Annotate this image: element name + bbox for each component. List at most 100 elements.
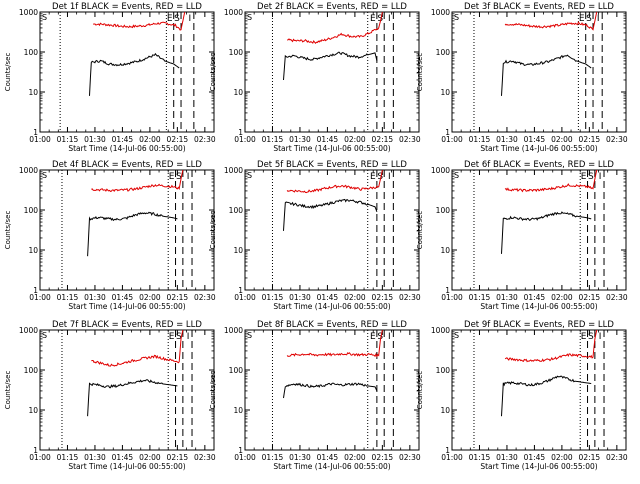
x-tick-label: 02:15 <box>372 293 394 302</box>
y-tick-label: 1000 <box>224 326 243 335</box>
x-tick-label: 02:30 <box>194 135 216 144</box>
y-tick-label: 1000 <box>431 326 450 335</box>
y-tick-label: 100 <box>229 366 244 375</box>
x-tick-label: 01:45 <box>524 453 546 462</box>
x-tick-label: 02:15 <box>167 453 189 462</box>
x-tick-label: 02:00 <box>139 453 161 462</box>
lld-series-line <box>504 329 598 363</box>
marker-i: I <box>187 332 190 342</box>
marker-e: E <box>579 14 585 24</box>
lld-series-line <box>287 11 383 44</box>
plot-frame <box>39 11 215 133</box>
corner-marker: S <box>454 331 459 340</box>
x-tick-label: 02:15 <box>372 135 394 144</box>
chart-title: Det 1f BLACK = Events, RED = LLD <box>52 2 202 12</box>
x-tick-label: 02:30 <box>606 293 628 302</box>
x-tick-label: 01:00 <box>234 293 256 302</box>
y-axis-label: Counts/sec <box>4 53 12 92</box>
y-axis-label: Counts/sec <box>209 371 217 410</box>
chart-panel-4: Det 4f BLACK = Events, RED = LLD 1 10 100 10… <box>4 160 216 311</box>
y-tick-label: 10 <box>440 88 450 97</box>
x-axis-label: Start Time (14-Jul-06 00:55:00) <box>273 302 390 311</box>
x-tick-label: 01:15 <box>469 135 491 144</box>
events-series-line <box>89 52 180 96</box>
x-tick-label: 01:15 <box>57 293 79 302</box>
marker-i: I <box>599 172 602 182</box>
x-tick-label: 01:30 <box>496 293 518 302</box>
marker-s: S <box>377 332 383 342</box>
lld-series-line <box>504 169 598 193</box>
lld-series-line <box>286 169 383 194</box>
chart-panel-5: Det 5f BLACK = Events, RED = LLD 1 10 100 10… <box>209 160 421 311</box>
x-tick-label: 01:45 <box>112 135 134 144</box>
x-tick-label: 02:30 <box>606 453 628 462</box>
x-tick-label: 02:15 <box>372 453 394 462</box>
plot-frame <box>451 11 627 133</box>
x-tick-label: 01:45 <box>112 293 134 302</box>
marker-s: S <box>176 172 182 182</box>
x-axis-label: Start Time (14-Jul-06 00:55:00) <box>68 462 185 471</box>
marker-s: S <box>176 332 182 342</box>
marker-i: I <box>597 14 600 24</box>
chart-title: Det 6f BLACK = Events, RED = LLD <box>464 160 614 170</box>
x-axis-label: Start Time (14-Jul-06 00:55:00) <box>480 144 597 153</box>
x-tick-label: 01:30 <box>84 135 106 144</box>
x-tick-label: 01:15 <box>57 135 79 144</box>
chart-panel-9: Det 9f BLACK = Events, RED = LLD 1 10 100 10… <box>416 320 628 471</box>
events-series-line <box>283 198 378 231</box>
marker-s: S <box>588 172 594 182</box>
y-tick-label: 10 <box>440 406 450 415</box>
marker-s: S <box>377 14 383 24</box>
x-tick-label: 02:00 <box>139 135 161 144</box>
x-tick-label: 01:15 <box>469 453 491 462</box>
y-tick-label: 1 <box>238 128 243 137</box>
y-tick-label: 100 <box>229 206 244 215</box>
chart-panel-3: Det 3f BLACK = Events, RED = LLD 1 10 100 10… <box>416 2 628 153</box>
lld-series-line <box>504 11 598 31</box>
marker-e: E <box>169 172 175 182</box>
x-tick-label: 01:30 <box>84 293 106 302</box>
marker-e: E <box>581 332 587 342</box>
y-tick-label: 10 <box>233 246 243 255</box>
y-axis-label: Counts/sec <box>209 211 217 250</box>
x-tick-label: 01:00 <box>234 453 256 462</box>
x-tick-label: 02:00 <box>551 293 573 302</box>
x-tick-label: 01:45 <box>524 293 546 302</box>
y-tick-label: 1 <box>33 446 38 455</box>
marker-s: S <box>174 14 180 24</box>
marker-e: E <box>370 332 376 342</box>
x-tick-label: 01:30 <box>496 135 518 144</box>
chart-title: Det 3f BLACK = Events, RED = LLD <box>464 2 614 12</box>
corner-marker: S <box>42 171 47 180</box>
marker-i: I <box>388 332 391 342</box>
x-tick-label: 01:45 <box>317 293 339 302</box>
lld-series-line <box>91 169 184 192</box>
x-tick-label: 01:15 <box>469 293 491 302</box>
x-tick-label: 01:45 <box>317 135 339 144</box>
x-tick-label: 01:45 <box>524 135 546 144</box>
chart-panel-1: Det 1f BLACK = Events, RED = LLD 1 10 100 10… <box>4 2 216 153</box>
x-tick-label: 01:30 <box>289 135 311 144</box>
marker-i: I <box>599 332 602 342</box>
y-tick-label: 100 <box>24 48 39 57</box>
y-axis-label: Counts/sec <box>209 53 217 92</box>
marker-i: I <box>189 14 192 24</box>
chart-title: Det 2f BLACK = Events, RED = LLD <box>257 2 407 12</box>
marker-i: I <box>388 14 391 24</box>
corner-marker: S <box>454 171 459 180</box>
y-tick-label: 10 <box>28 406 38 415</box>
x-axis-label: Start Time (14-Jul-06 00:55:00) <box>480 302 597 311</box>
x-tick-label: 01:30 <box>496 453 518 462</box>
events-series-line <box>501 54 592 96</box>
y-tick-label: 1 <box>33 128 38 137</box>
x-tick-label: 01:45 <box>112 453 134 462</box>
y-axis-label: Counts/sec <box>416 371 424 410</box>
events-series-line <box>283 382 378 399</box>
x-tick-label: 02:00 <box>551 453 573 462</box>
x-tick-label: 01:15 <box>262 135 284 144</box>
y-tick-label: 1000 <box>224 166 243 175</box>
marker-s: S <box>588 332 594 342</box>
x-tick-label: 02:30 <box>399 453 421 462</box>
x-tick-label: 01:00 <box>29 293 51 302</box>
corner-marker: S <box>454 13 459 22</box>
